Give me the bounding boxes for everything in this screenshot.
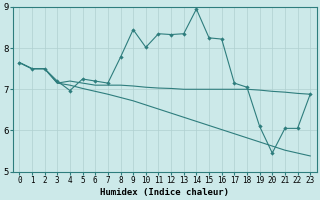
X-axis label: Humidex (Indice chaleur): Humidex (Indice chaleur) [100, 188, 229, 197]
